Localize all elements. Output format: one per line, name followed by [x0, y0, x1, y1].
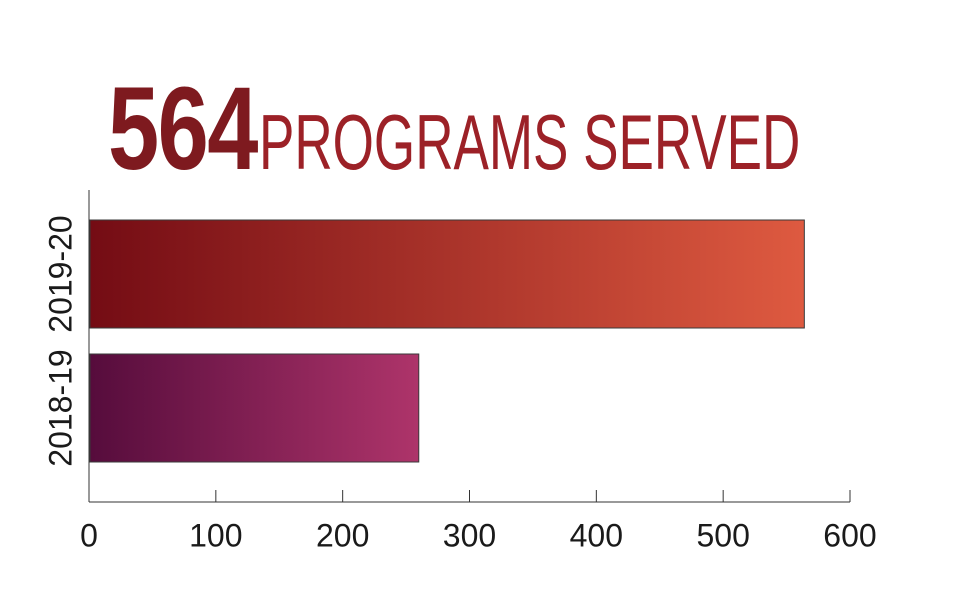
category-label: 2019-20 — [42, 215, 78, 332]
x-tick-label: 500 — [696, 517, 749, 553]
bar-2018-19 — [89, 353, 420, 463]
x-tick-label: 600 — [823, 517, 876, 553]
x-tick-label: 100 — [189, 517, 242, 553]
headline: 564 PROGRAMS SERVED — [108, 70, 964, 188]
category-label: 2018-19 — [42, 349, 78, 466]
x-tick-label: 0 — [80, 517, 98, 553]
x-tick-label: 300 — [443, 517, 496, 553]
x-tick-label: 200 — [316, 517, 369, 553]
x-tick-label: 400 — [570, 517, 623, 553]
headline-text: PROGRAMS SERVED — [258, 98, 801, 186]
headline-number: 564 — [108, 63, 258, 195]
bar-2019-20 — [89, 219, 805, 329]
